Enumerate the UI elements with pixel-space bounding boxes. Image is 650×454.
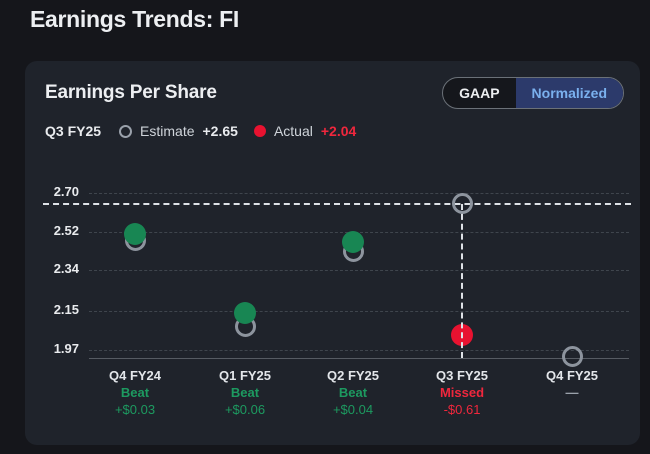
quarter-label: Q4 FY25 <box>545 368 599 383</box>
actual-circle-icon <box>253 125 266 137</box>
x-label-q1-fy25: Q1 FY25 Beat +$0.06 <box>190 367 300 418</box>
legend-period: Q3 FY25 <box>45 123 102 139</box>
card-title: Earnings Per Share <box>45 82 217 103</box>
surprise-delta-label: -$0.61 <box>443 402 481 417</box>
surprise-delta-label: +$0.06 <box>224 402 266 417</box>
estimate-circle-icon <box>119 124 133 138</box>
estimate-reference-line <box>43 202 631 205</box>
x-label-q2-fy25: Q2 FY25 Beat +$0.04 <box>298 367 408 418</box>
y-tick-label-2.70: 2.70 <box>53 184 79 199</box>
actual-value: +2.04 <box>320 123 357 139</box>
actual-point-q2-fy25[interactable] <box>342 231 364 254</box>
x-label-q4-fy25: Q4 FY25 — <box>517 367 627 401</box>
surprise-status-label: Beat <box>338 385 368 400</box>
x-axis-line <box>89 358 629 359</box>
y-tick-label-1.97: 1.97 <box>53 340 79 356</box>
estimate-actual-connector-line <box>461 203 463 358</box>
quarter-label: Q3 FY25 <box>435 368 489 383</box>
gridline-2.15 <box>89 311 629 313</box>
eps-chart: 2.70 2.52 2.34 2.15 1.97 Q4 FY24 Beat +$0.03 Q1 … <box>25 61 640 445</box>
quarter-label: Q4 FY24 <box>108 368 162 383</box>
gaap-normalized-toggle: GAAP Normalized <box>442 77 624 109</box>
card-header: Earnings Per Share GAAP Normalized <box>25 61 640 109</box>
x-label-q3-fy25: Q3 FY25 Missed -$0.61 <box>407 367 517 418</box>
gridline-2.34 <box>89 270 629 272</box>
gaap-toggle-button[interactable]: GAAP <box>443 78 515 108</box>
surprise-status-label: Beat <box>120 385 150 400</box>
y-tick-label-2.52: 2.52 <box>53 222 79 238</box>
estimate-value: +2.65 <box>202 123 238 139</box>
surprise-status-label: — <box>565 385 579 400</box>
chart-legend: Q3 FY25 Estimate +2.65 Actual +2.04 <box>45 123 356 139</box>
surprise-status-label: Missed <box>439 385 485 400</box>
estimate-label: Estimate <box>140 123 195 139</box>
quarter-label: Q1 FY25 <box>218 368 272 383</box>
gridline-1.97 <box>89 349 629 351</box>
x-label-q4-fy24: Q4 FY24 Beat +$0.03 <box>80 367 190 418</box>
surprise-status-label: Beat <box>230 385 260 400</box>
surprise-delta-label: +$0.04 <box>332 402 374 417</box>
gridline-2.70 <box>89 193 629 194</box>
normalized-toggle-button[interactable]: Normalized <box>515 78 623 108</box>
y-tick-label-2.34: 2.34 <box>53 261 79 277</box>
page-title: Earnings Trends: FI <box>30 6 240 32</box>
surprise-delta-label: +$0.03 <box>114 402 156 417</box>
actual-point-q4-fy24[interactable] <box>124 222 146 245</box>
actual-point-q1-fy25[interactable] <box>234 302 256 325</box>
actual-label: Actual <box>273 123 313 139</box>
estimate-point-q4-fy25[interactable] <box>561 345 583 367</box>
earnings-per-share-card: Earnings Per Share GAAP Normalized Q3 FY… <box>25 61 640 445</box>
y-tick-label-2.15: 2.15 <box>53 302 79 318</box>
quarter-label: Q2 FY25 <box>326 368 380 383</box>
